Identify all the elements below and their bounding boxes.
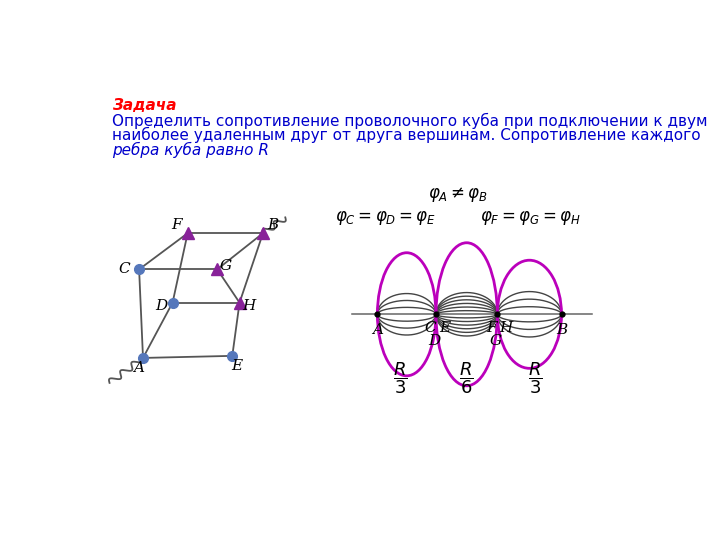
Text: F: F (486, 321, 497, 335)
Text: ребра куба равно R: ребра куба равно R (112, 141, 269, 158)
Text: $\dfrac{R}{6}$: $\dfrac{R}{6}$ (459, 360, 474, 396)
Text: A: A (372, 323, 383, 338)
Text: $\dfrac{R}{3}$: $\dfrac{R}{3}$ (392, 360, 408, 396)
Text: G: G (220, 259, 233, 273)
Text: G: G (490, 334, 502, 348)
Text: Определить сопротивление проволочного куба при подключении к двум: Определить сопротивление проволочного ку… (112, 113, 708, 129)
Text: $\varphi_{F} = \varphi_G = \varphi_H$: $\varphi_{F} = \varphi_G = \varphi_H$ (480, 209, 581, 227)
Text: H: H (499, 321, 513, 335)
Text: E: E (438, 321, 450, 335)
Text: наиболее удаленным друг от друга вершинам. Сопротивление каждого: наиболее удаленным друг от друга вершина… (112, 127, 701, 143)
Text: B: B (267, 218, 279, 232)
Text: C: C (119, 262, 130, 276)
Text: $\varphi_A \neq \varphi_B$: $\varphi_A \neq \varphi_B$ (428, 185, 488, 204)
Text: $\dfrac{R}{3}$: $\dfrac{R}{3}$ (528, 360, 542, 396)
Text: E: E (231, 359, 243, 373)
Text: D: D (156, 299, 168, 313)
Text: H: H (242, 299, 255, 313)
Text: D: D (428, 334, 441, 348)
Text: C: C (424, 321, 436, 335)
Text: A: A (133, 361, 144, 375)
Text: $\varphi_C = \varphi_D = \varphi_E$: $\varphi_C = \varphi_D = \varphi_E$ (336, 209, 436, 227)
Text: Задача: Задача (112, 98, 177, 113)
Text: B: B (556, 323, 567, 338)
Text: F: F (171, 218, 182, 232)
